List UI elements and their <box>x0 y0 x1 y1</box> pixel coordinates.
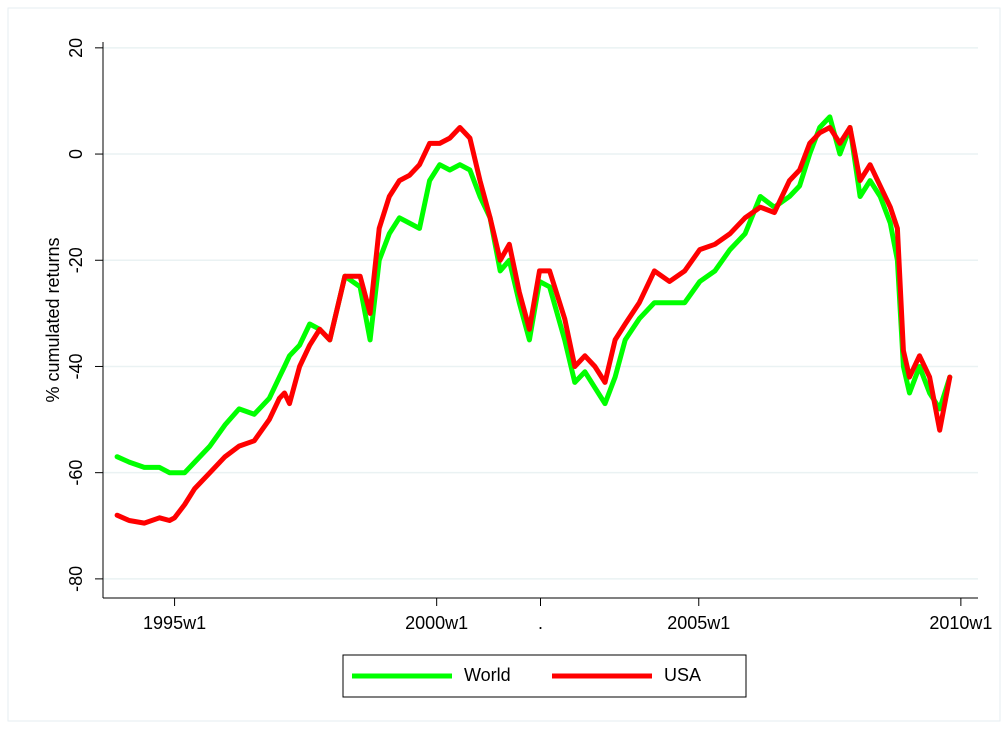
x-tick-label: . <box>538 613 543 633</box>
y-axis-label: % cumulated returns <box>43 237 63 402</box>
legend-label: USA <box>664 665 701 685</box>
y-tick-label: 0 <box>66 149 86 159</box>
y-tick-label: 20 <box>66 38 86 58</box>
y-tick-label: -20 <box>66 247 86 273</box>
series-line <box>114 125 953 526</box>
legend-label: World <box>464 665 511 685</box>
y-tick-label: -80 <box>66 566 86 592</box>
y-tick-label: -40 <box>66 353 86 379</box>
x-tick-label: 2005w1 <box>667 613 730 633</box>
x-tick-label: 2010w1 <box>929 613 992 633</box>
x-tick-label: 2000w1 <box>405 613 468 633</box>
x-tick-label: 1995w1 <box>143 613 206 633</box>
y-tick-label: -60 <box>66 460 86 486</box>
